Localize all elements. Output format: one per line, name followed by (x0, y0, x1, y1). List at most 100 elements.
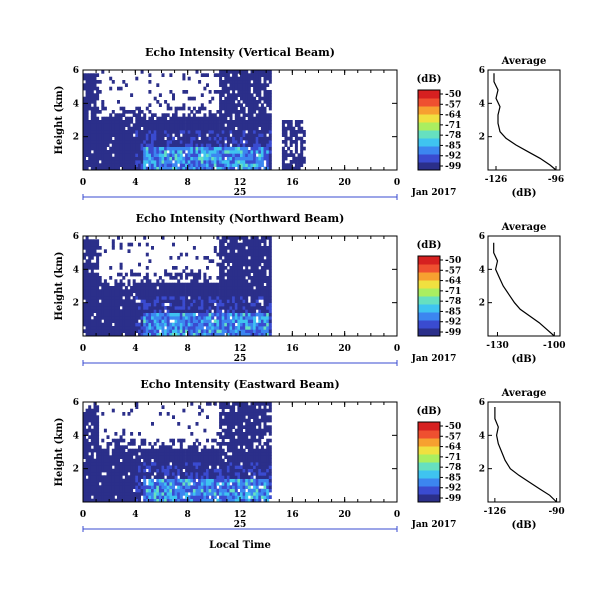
profile-y-tick-label: 2 (479, 299, 485, 309)
x-tick-label: 4 (132, 510, 138, 520)
colorbar-swatch (418, 328, 440, 337)
profile-y-tick-label: 4 (479, 431, 485, 441)
x-tick-label: 8 (185, 178, 191, 188)
date-label: 25 (234, 354, 247, 364)
y-tick-label: 4 (73, 431, 79, 441)
y-tick-label: 2 (73, 299, 79, 309)
profile-x-tick-label: -130 (486, 341, 509, 351)
chart-title: Echo Intensity (Eastward Beam) (140, 378, 339, 391)
colorbar-tick-label: -71 (445, 287, 461, 297)
colorbar-tick-label: -99 (445, 494, 461, 504)
x-tick-label: 8 (185, 510, 191, 520)
profile-x-label: (dB) (512, 520, 537, 531)
y-tick-label: 6 (73, 398, 79, 408)
profile-title: Average (501, 388, 547, 399)
colorbar-tick-label: -78 (445, 463, 461, 473)
heatmap-cells (83, 402, 272, 503)
y-axis-label: Height (km) (54, 86, 65, 155)
colorbar-frame (417, 255, 441, 337)
month-label: Jan 2017 (411, 354, 457, 364)
colorbar-unit: (dB) (417, 406, 442, 417)
colorbar-swatch (418, 280, 440, 289)
colorbar-swatch (418, 296, 440, 305)
profile-title: Average (501, 56, 547, 67)
colorbar-tick-label: -71 (445, 453, 461, 463)
y-axis-label: Height (km) (54, 418, 65, 487)
colorbar-swatch (418, 288, 440, 297)
profile-x-label: (dB) (512, 354, 537, 365)
x-tick-label: 0 (394, 344, 400, 354)
x-tick-label: 0 (80, 178, 86, 188)
profile-y-tick-label: 6 (479, 232, 485, 242)
colorbar-tick-label: -50 (445, 256, 461, 266)
x-tick-label: 12 (234, 510, 247, 520)
profile-x-label: (dB) (512, 188, 537, 199)
date-label: 25 (234, 188, 247, 198)
colorbar-swatch (418, 478, 440, 487)
panel-0: Echo Intensity (Vertical Beam) Height (km… (54, 46, 564, 200)
colorbar-tick-label: -92 (445, 318, 461, 328)
profile-y-tick-label: 2 (479, 133, 485, 143)
colorbar-swatch (418, 272, 440, 281)
x-tick-label: 0 (80, 344, 86, 354)
colorbar-tick-label: -71 (445, 121, 461, 131)
y-tick-label: 4 (73, 265, 79, 275)
profile-x-tick-label: -96 (548, 175, 564, 185)
profile-x-tick-label: -126 (484, 507, 507, 517)
colorbar-tick-label: -57 (445, 266, 461, 276)
colorbar-swatch (418, 454, 440, 463)
profile-frame (487, 235, 561, 337)
colorbar-swatch (418, 494, 440, 503)
colorbar-tick-label: -99 (445, 162, 461, 172)
colorbar-tick-label: -92 (445, 484, 461, 494)
colorbar-swatch (418, 90, 440, 99)
colorbar-tick-label: -85 (445, 141, 461, 151)
x-tick-label: 16 (286, 510, 299, 520)
x-tick-label: 12 (234, 178, 247, 188)
heatmap-cells (83, 70, 306, 171)
month-label: Jan 2017 (411, 188, 457, 198)
colorbar-swatch (418, 422, 440, 431)
colorbar-unit: (dB) (417, 240, 442, 251)
colorbar-swatch (418, 162, 440, 171)
colorbar-tick-label: -99 (445, 328, 461, 338)
x-tick-label: 0 (394, 178, 400, 188)
colorbar-swatch (418, 304, 440, 313)
colorbar-swatch (418, 122, 440, 131)
colorbar-swatch (418, 114, 440, 123)
profile-x-tick-label: -90 (548, 507, 564, 517)
colorbar-swatch (418, 438, 440, 447)
colorbar-frame (417, 421, 441, 503)
profile-y-tick-label: 4 (479, 99, 485, 109)
colorbar-swatch (418, 106, 440, 115)
colorbar-swatch (418, 130, 440, 139)
y-tick-label: 6 (73, 66, 79, 76)
colorbar-swatch (418, 430, 440, 439)
x-tick-label: 20 (338, 344, 351, 354)
y-axis-label: Height (km) (54, 252, 65, 321)
x-tick-label: 16 (286, 178, 299, 188)
x-tick-label: 12 (234, 344, 247, 354)
colorbar-swatch (418, 446, 440, 455)
profile-line (493, 73, 557, 171)
chart-title: Echo Intensity (Vertical Beam) (145, 46, 335, 59)
bottom-axis-label: Local Time (209, 540, 271, 551)
x-tick-label: 0 (394, 510, 400, 520)
month-label: Jan 2017 (411, 520, 457, 530)
colorbar-tick-label: -64 (445, 277, 461, 287)
profile-line (493, 242, 555, 337)
x-tick-label: 16 (286, 344, 299, 354)
colorbar-swatch (418, 138, 440, 147)
x-tick-label: 20 (338, 178, 351, 188)
profile-frame (487, 69, 561, 171)
profile-y-tick-label: 6 (479, 66, 485, 76)
heatmap-cells (83, 236, 272, 337)
x-tick-label: 4 (132, 344, 138, 354)
colorbar-swatch (418, 256, 440, 265)
profile-y-tick-label: 6 (479, 398, 485, 408)
colorbar-frame (417, 89, 441, 171)
y-tick-label: 2 (73, 465, 79, 475)
colorbar-tick-label: -85 (445, 307, 461, 317)
colorbar-tick-label: -92 (445, 152, 461, 162)
